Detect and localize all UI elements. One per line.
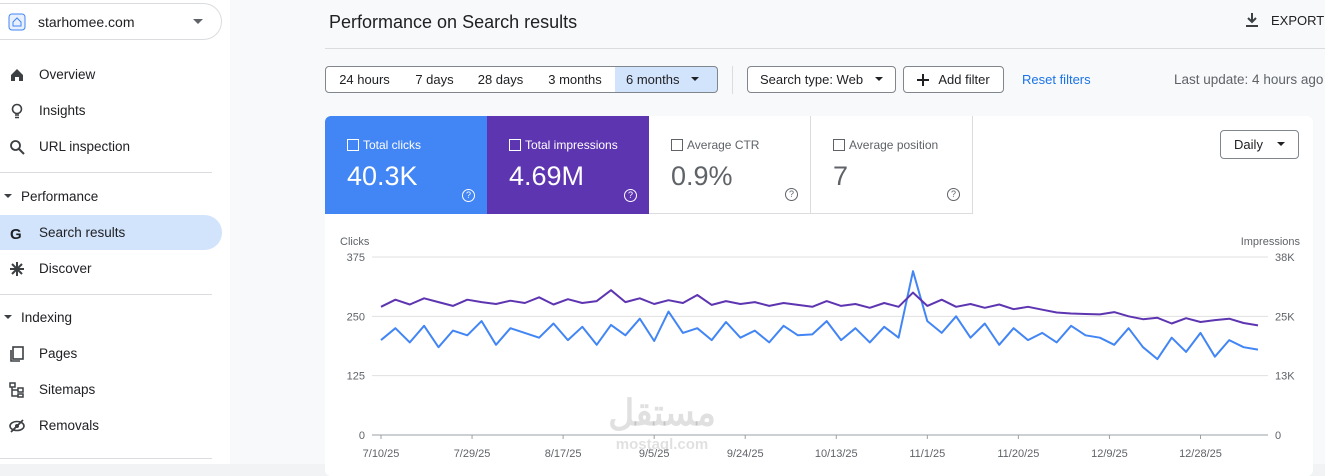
page-title: Performance on Search results	[329, 12, 578, 32]
x-tick-label: 11/1/25	[909, 448, 945, 460]
metric-value: 40.3K	[347, 161, 418, 191]
range-button[interactable]: 3 months	[535, 66, 616, 93]
sidebar: starhomee.com Overview Insights URL insp…	[0, 0, 230, 464]
y-tick-label: 0	[359, 430, 365, 442]
nav-label: URL inspection	[39, 139, 131, 154]
metric-label: Total clicks	[363, 138, 422, 152]
reset-filters[interactable]: Reset filters	[1022, 72, 1091, 87]
svg-text:G: G	[10, 226, 22, 241]
property-icon	[8, 13, 26, 31]
last-update: Last update: 4 hours ago	[1174, 72, 1324, 87]
metric-label: Average CTR	[687, 138, 760, 152]
nav-label: Sitemaps	[39, 382, 96, 397]
nav-label: Overview	[39, 67, 96, 82]
watermark: mostaql.com	[616, 436, 709, 453]
filter-label: Add filter	[938, 72, 990, 87]
nav-label: Search results	[39, 225, 126, 240]
metric-tile[interactable]: Average position 7?	[811, 116, 973, 214]
y2-tick-label: 0	[1275, 430, 1281, 442]
x-tick-label: 8/17/25	[545, 448, 582, 460]
divider	[325, 48, 1325, 49]
metric-value: 4.69M	[509, 161, 585, 191]
separator	[0, 294, 212, 295]
y2-axis-title: Impressions	[1241, 236, 1301, 248]
export-label: EXPORT	[1271, 12, 1325, 28]
section-title: Indexing	[21, 310, 73, 325]
metric-label: Average position	[849, 138, 939, 152]
x-tick-label: 7/29/25	[454, 448, 491, 460]
separator	[0, 458, 212, 459]
metric-label: Total impressions	[525, 138, 618, 152]
separator	[0, 172, 212, 173]
divider	[732, 66, 733, 94]
range-label: 3 months	[548, 72, 602, 87]
series-line	[380, 289, 1259, 327]
y-tick-label: 250	[347, 311, 365, 323]
range-button[interactable]: 28 days	[466, 66, 536, 93]
y2-tick-label: 38K	[1275, 252, 1295, 264]
y-axis-title: Clicks	[340, 236, 370, 248]
x-tick-label: 12/9/25	[1091, 448, 1128, 460]
granularity-select[interactable]: Daily	[1220, 130, 1299, 159]
y2-tick-label: 13K	[1275, 371, 1295, 383]
nav-item[interactable]: Removals	[0, 408, 222, 443]
nav-label: Discover	[39, 261, 92, 276]
nav-label: Removals	[39, 418, 100, 433]
nav-section[interactable]: Performance	[0, 179, 222, 214]
property-selector[interactable]: starhomee.com	[0, 3, 222, 40]
nav-item[interactable]: URL inspection	[0, 129, 222, 164]
nav-label: Insights	[39, 103, 86, 118]
range-button-selected[interactable]: 6 months	[615, 66, 718, 93]
range-button[interactable]: 24 hours	[325, 66, 404, 93]
metric-tile[interactable]: Total impressions 4.69M?	[487, 116, 649, 214]
metric-tile[interactable]: Average CTR 0.9%?	[649, 116, 811, 214]
series-line	[380, 270, 1259, 361]
chart: Clicks Impressions مستقل mostaql.com 0 12…	[340, 236, 1301, 460]
dropdown-arrow	[193, 19, 203, 24]
nav-item[interactable]: Pages	[0, 336, 222, 371]
range-label: 6 months	[626, 72, 680, 87]
add-filter-button[interactable]: Add filter	[903, 66, 1004, 93]
y-tick-label: 375	[347, 252, 365, 264]
x-tick-label: 11/20/25	[997, 448, 1039, 460]
granularity-label: Daily	[1234, 137, 1263, 152]
property-name: starhomee.com	[38, 14, 135, 30]
y2-tick-label: 25K	[1275, 311, 1295, 323]
section-title: Performance	[21, 189, 99, 204]
range-button[interactable]: 7 days	[403, 66, 467, 93]
nav-item[interactable]: Sitemaps	[0, 372, 222, 407]
x-tick-label: 7/10/25	[363, 448, 400, 460]
nav-section[interactable]: Indexing	[0, 300, 222, 335]
nav-item[interactable]: Discover	[0, 251, 222, 286]
nav-item[interactable]: G Search results	[0, 215, 222, 250]
watermark: مستقل	[608, 392, 716, 433]
metric-value: 0.9%	[671, 161, 733, 191]
nav-item[interactable]: Overview	[0, 57, 222, 92]
export-button[interactable]: EXPORT	[1244, 12, 1324, 28]
range-label: 24 hours	[339, 72, 390, 87]
nav-label: Pages	[39, 346, 78, 361]
metric-value: 7	[833, 161, 849, 191]
range-label: 7 days	[415, 72, 454, 87]
search-type-filter[interactable]: Search type: Web	[747, 66, 896, 93]
x-tick-label: 9/5/25	[639, 448, 670, 460]
metric-tile[interactable]: Total clicks 40.3K?	[325, 116, 487, 214]
nav-item[interactable]: Insights	[0, 93, 222, 128]
x-tick-label: 12/28/25	[1179, 448, 1222, 460]
x-tick-label: 9/24/25	[727, 448, 764, 460]
filter-label: Search type: Web	[759, 72, 864, 87]
x-tick-label: 10/13/25	[815, 448, 858, 460]
range-label: 28 days	[477, 72, 524, 87]
y-tick-label: 125	[347, 371, 365, 383]
